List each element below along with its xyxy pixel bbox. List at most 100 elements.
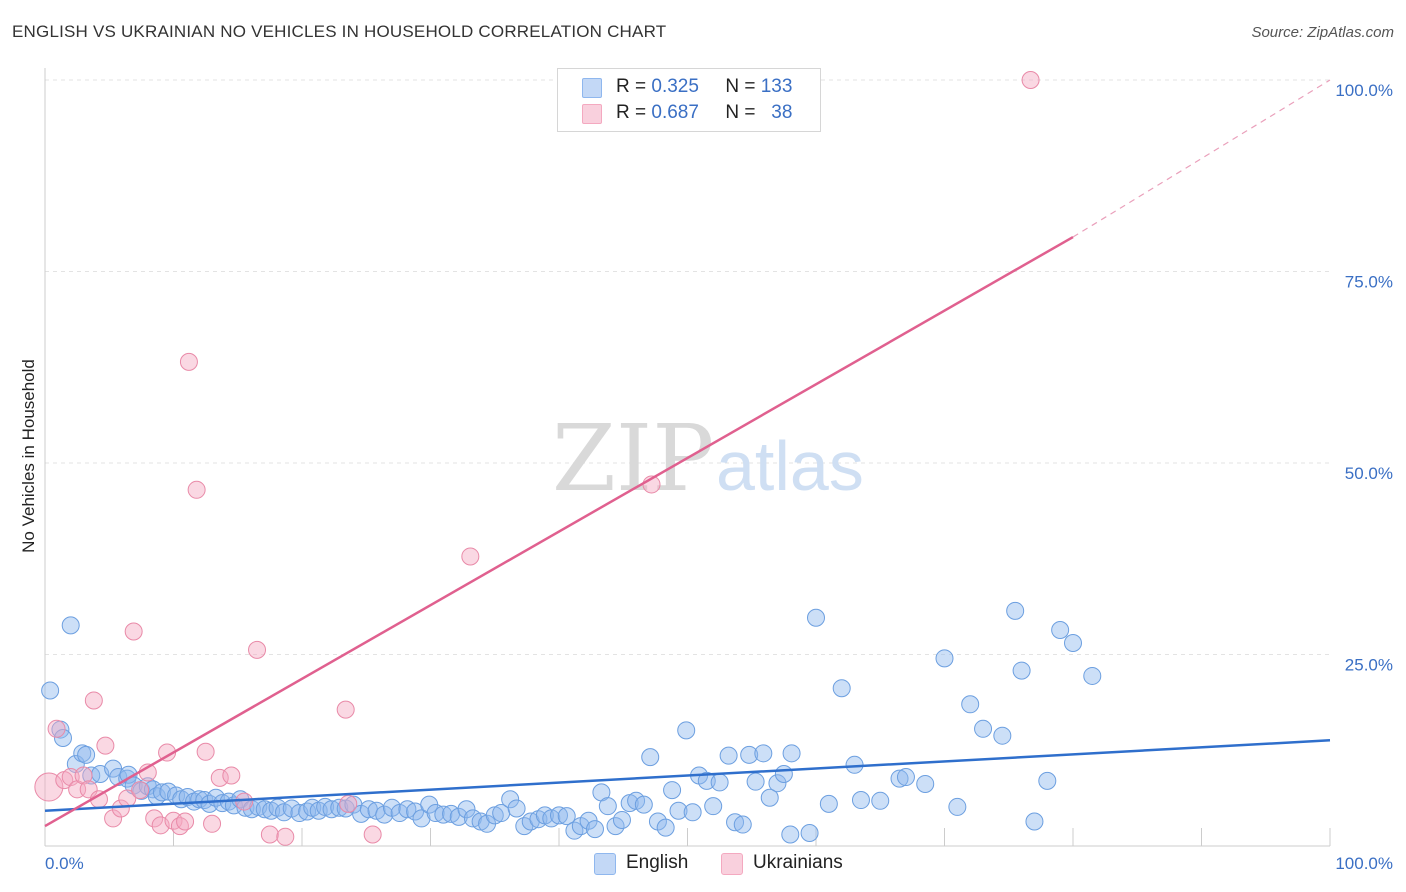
- english-trend-line: [44, 739, 1331, 813]
- english-point: [733, 815, 752, 834]
- english-point: [774, 764, 793, 783]
- trend-lines: [44, 79, 1331, 828]
- english-point: [585, 820, 604, 839]
- ukrainian-point: [203, 814, 222, 833]
- english-point: [501, 790, 520, 809]
- ukrainian-point: [124, 622, 143, 641]
- ukrainian-point: [235, 792, 254, 811]
- english-point: [322, 800, 341, 819]
- legend-n-value-english: 133: [760, 76, 793, 97]
- ukrainian-point: [176, 812, 195, 831]
- english-point: [565, 821, 584, 840]
- ukrainian-point: [145, 809, 164, 828]
- english-point: [507, 799, 526, 818]
- english-point: [426, 804, 445, 823]
- legend-n-label: N =: [725, 102, 756, 123]
- x-tick-label-100: 100.0%: [1335, 854, 1393, 873]
- ukrainian-point: [363, 825, 382, 844]
- english-point: [104, 759, 123, 778]
- english-point: [819, 794, 838, 813]
- legend-n-label: N =: [725, 76, 756, 97]
- english-point: [961, 695, 980, 714]
- english-point: [1025, 812, 1044, 831]
- tick-labels: 25.0% 50.0% 75.0% 100.0% 0.0% 100.0%: [45, 81, 1393, 873]
- english-point: [82, 766, 101, 785]
- bottom-legend-swatch-english: [594, 853, 616, 875]
- english-point: [697, 771, 716, 790]
- legend-r-value-english: 0.325: [651, 76, 699, 97]
- y-tick-label-25: 25.0%: [1345, 656, 1393, 675]
- ukrainian-point: [260, 825, 279, 844]
- english-point: [768, 774, 787, 793]
- english-point: [412, 809, 431, 828]
- english-point: [77, 745, 96, 764]
- ukrainian-point: [111, 799, 130, 818]
- axes: [44, 68, 1331, 847]
- ukrainian-point: [339, 794, 358, 813]
- english-point: [832, 679, 851, 698]
- english-point: [1064, 634, 1082, 653]
- english-point: [550, 806, 568, 825]
- ukrainian-trend-line: [44, 235, 1074, 828]
- english-point: [53, 728, 72, 747]
- english-point: [641, 748, 660, 767]
- english-point: [948, 797, 967, 816]
- ukrainian-point: [74, 766, 93, 785]
- english-point: [760, 788, 779, 807]
- ukrainian-point: [1021, 71, 1040, 89]
- english-point: [330, 798, 349, 817]
- english-point: [871, 791, 890, 810]
- english-point: [557, 807, 576, 826]
- english-point: [677, 721, 696, 740]
- english-point: [663, 781, 682, 800]
- gridlines: [45, 79, 1330, 655]
- y-tick-label-50: 50.0%: [1345, 464, 1393, 483]
- english-point: [612, 810, 631, 829]
- watermark-atlas: atlas: [716, 427, 864, 505]
- english-point: [152, 783, 171, 802]
- ukrainian-point: [461, 547, 480, 566]
- legend-n-value-ukrainians: 38: [771, 102, 793, 123]
- ukrainian-point: [96, 736, 115, 755]
- ukrainian-point: [210, 768, 229, 787]
- english-point: [457, 800, 476, 819]
- english-point: [993, 726, 1012, 745]
- english-point: [781, 825, 800, 844]
- english-point: [375, 805, 394, 824]
- english-point: [449, 807, 468, 826]
- english-point: [255, 800, 274, 819]
- english-point: [851, 791, 870, 810]
- legend-r-label: R =: [616, 102, 647, 123]
- english-point: [754, 744, 773, 763]
- correlation-legend: R = 0.325 N = 133 R = 0.687 N = 38: [557, 68, 821, 132]
- ukrainian-point: [222, 766, 241, 785]
- english-point: [434, 805, 453, 824]
- english-point: [807, 608, 825, 627]
- english-point: [782, 744, 801, 763]
- english-point: [746, 772, 765, 791]
- y-tick-label-100: 100.0%: [1335, 81, 1393, 100]
- y-axis-label: No Vehicles in Household: [19, 359, 38, 553]
- ukrainian-point: [104, 809, 123, 828]
- ukrainian-trend-extension: [1072, 79, 1331, 238]
- ukrainian-point: [179, 352, 198, 371]
- english-point: [890, 769, 909, 788]
- english-point: [935, 649, 954, 668]
- bottom-legend-label-ukrainians: Ukrainians: [753, 852, 843, 873]
- watermark: ZIP atlas: [552, 405, 864, 512]
- chart-source: Source: ZipAtlas.com: [1251, 24, 1394, 41]
- ukrainian-point: [47, 719, 66, 738]
- ukrainian-point: [196, 742, 215, 761]
- english-points: [41, 601, 1102, 844]
- english-point: [1006, 601, 1025, 620]
- english-point: [719, 746, 738, 765]
- english-point: [704, 797, 723, 816]
- legend-swatch-ukrainians: [582, 104, 602, 124]
- english-point: [656, 818, 675, 837]
- english-point: [683, 803, 702, 822]
- y-tick-label-75: 75.0%: [1345, 273, 1393, 292]
- english-point: [974, 719, 993, 738]
- english-point: [740, 745, 759, 764]
- english-point: [669, 801, 688, 820]
